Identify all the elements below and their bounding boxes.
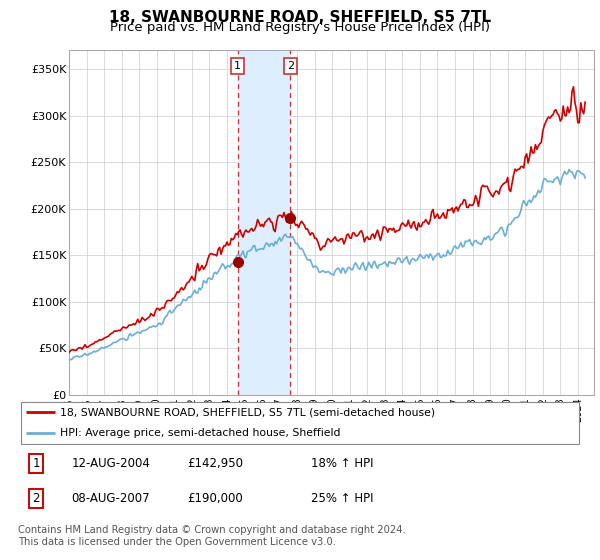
Text: 1: 1: [32, 457, 40, 470]
Text: Price paid vs. HM Land Registry's House Price Index (HPI): Price paid vs. HM Land Registry's House …: [110, 21, 490, 34]
Text: 2: 2: [32, 492, 40, 505]
Text: 2: 2: [287, 60, 294, 71]
Text: Contains HM Land Registry data © Crown copyright and database right 2024.
This d: Contains HM Land Registry data © Crown c…: [18, 525, 406, 547]
Text: 25% ↑ HPI: 25% ↑ HPI: [311, 492, 374, 505]
Text: £142,950: £142,950: [187, 457, 243, 470]
Bar: [238, 50, 290, 395]
Text: 18, SWANBOURNE ROAD, SHEFFIELD, S5 7TL: 18, SWANBOURNE ROAD, SHEFFIELD, S5 7TL: [109, 10, 491, 25]
Text: £190,000: £190,000: [187, 492, 243, 505]
Text: HPI: Average price, semi-detached house, Sheffield: HPI: Average price, semi-detached house,…: [60, 428, 341, 438]
FancyBboxPatch shape: [21, 402, 579, 444]
Text: 08-AUG-2007: 08-AUG-2007: [71, 492, 150, 505]
Text: 1: 1: [235, 60, 241, 71]
Text: 18% ↑ HPI: 18% ↑ HPI: [311, 457, 374, 470]
Text: 12-AUG-2004: 12-AUG-2004: [71, 457, 151, 470]
Text: 18, SWANBOURNE ROAD, SHEFFIELD, S5 7TL (semi-detached house): 18, SWANBOURNE ROAD, SHEFFIELD, S5 7TL (…: [60, 408, 436, 418]
